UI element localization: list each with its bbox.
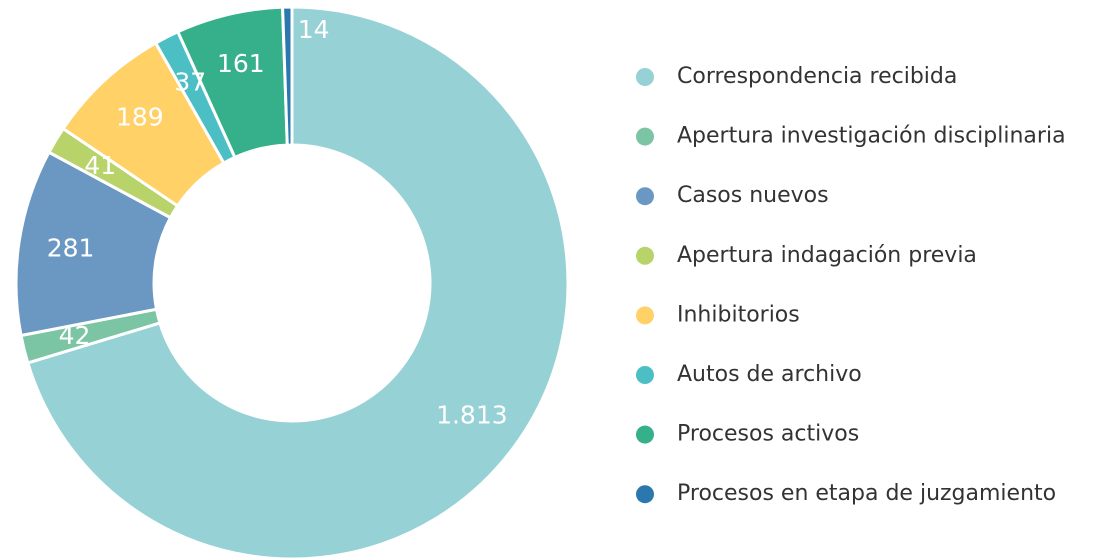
data-label: 41 (84, 151, 116, 180)
data-label: 281 (47, 233, 95, 262)
data-label: 1.813 (436, 401, 508, 430)
legend-label: Apertura indagación previa (677, 243, 977, 268)
legend-marker (636, 68, 654, 86)
data-label: 161 (217, 49, 265, 78)
legend-label: Procesos en etapa de juzgamiento (677, 481, 1056, 506)
legend-label: Casos nuevos (677, 183, 829, 208)
data-label: 42 (59, 321, 91, 350)
legend-label: Correspondencia recibida (677, 64, 957, 89)
data-label: 189 (116, 103, 164, 132)
legend-marker (636, 485, 654, 504)
legend-label: Inhibitorios (677, 302, 800, 327)
legend-label: Autos de archivo (677, 362, 862, 387)
data-label: 14 (298, 15, 330, 44)
slice (281, 5, 294, 147)
slice (25, 5, 570, 559)
legend-label: Procesos activos (677, 422, 859, 447)
legend-marker (636, 425, 654, 444)
legend-marker (636, 127, 654, 146)
legend-marker (636, 187, 654, 206)
data-label: 37 (174, 67, 206, 96)
legend-marker (636, 246, 654, 265)
legend-marker (636, 306, 654, 325)
legend-label: Apertura investigación disciplinaria (677, 124, 1066, 149)
legend-marker (636, 366, 654, 384)
